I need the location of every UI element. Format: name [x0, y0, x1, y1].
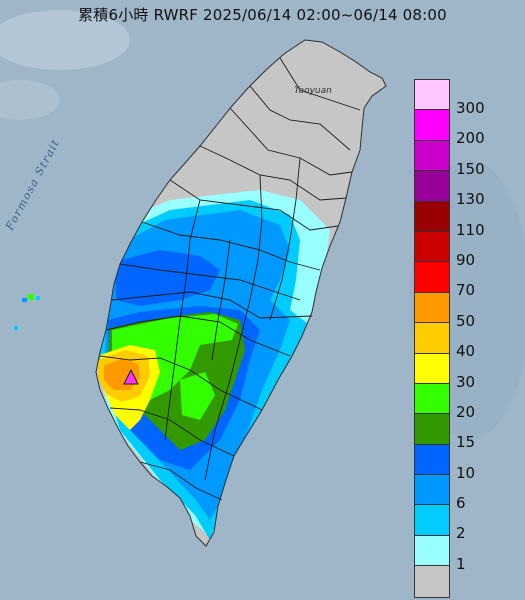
- legend-swatch: [415, 475, 449, 506]
- legend-label: 2: [456, 524, 466, 543]
- legend-swatch: [415, 292, 449, 324]
- legend-label: 20: [456, 402, 476, 421]
- legend-label: 150: [456, 159, 485, 178]
- legend-label: 50: [456, 311, 476, 330]
- legend-label: 30: [456, 372, 476, 391]
- cloud-texture: [0, 10, 130, 70]
- legend-swatch: [415, 80, 449, 111]
- legend-label: 200: [456, 129, 485, 148]
- legend-swatch: [415, 383, 449, 415]
- legend-labels: 300 200 150 130 110 90 70 50 40 30 20 15 10 6 2 1: [456, 79, 516, 573]
- offshore-rain-speck: [22, 298, 27, 302]
- legend-swatch: [415, 535, 449, 567]
- city-label: Taoyuan: [294, 86, 332, 96]
- legend-swatch: [415, 414, 449, 445]
- legend-label: 6: [456, 494, 466, 513]
- cloud-texture: [0, 80, 60, 120]
- offshore-rain-speck: [36, 296, 40, 300]
- legend-label: 1: [456, 554, 466, 573]
- legend-label: 300: [456, 99, 485, 117]
- offshore-rain-speck: [28, 294, 34, 300]
- legend-label: 110: [456, 220, 485, 239]
- legend-swatch: [415, 140, 449, 172]
- legend-swatch: [415, 323, 449, 354]
- legend-swatch: [415, 201, 449, 232]
- legend-label: 130: [456, 190, 485, 209]
- legend-label: 70: [456, 281, 476, 300]
- legend-swatch: [415, 353, 449, 384]
- rain-area-10: [115, 250, 220, 306]
- legend-swatch: [415, 444, 449, 476]
- color-legend: [414, 79, 450, 598]
- rain-area-20: [180, 372, 215, 420]
- offshore-rain-speck: [14, 326, 18, 330]
- triangle-marker-icon: [123, 368, 139, 385]
- legend-label: 90: [456, 250, 476, 269]
- county-boundaries: [99, 57, 361, 501]
- legend-label: 15: [456, 433, 476, 452]
- legend-label: 40: [456, 342, 476, 361]
- legend-swatch: [415, 110, 449, 141]
- legend-label: 10: [456, 463, 476, 482]
- coastline: [95, 39, 387, 547]
- legend-swatch: [415, 566, 449, 597]
- legend-swatch: [415, 262, 449, 293]
- legend-swatch: [415, 505, 449, 536]
- legend-swatch: [415, 231, 449, 263]
- legend-swatch: [415, 171, 449, 202]
- map-title: 累積6小時 RWRF 2025/06/14 02:00~06/14 08:00: [78, 6, 447, 24]
